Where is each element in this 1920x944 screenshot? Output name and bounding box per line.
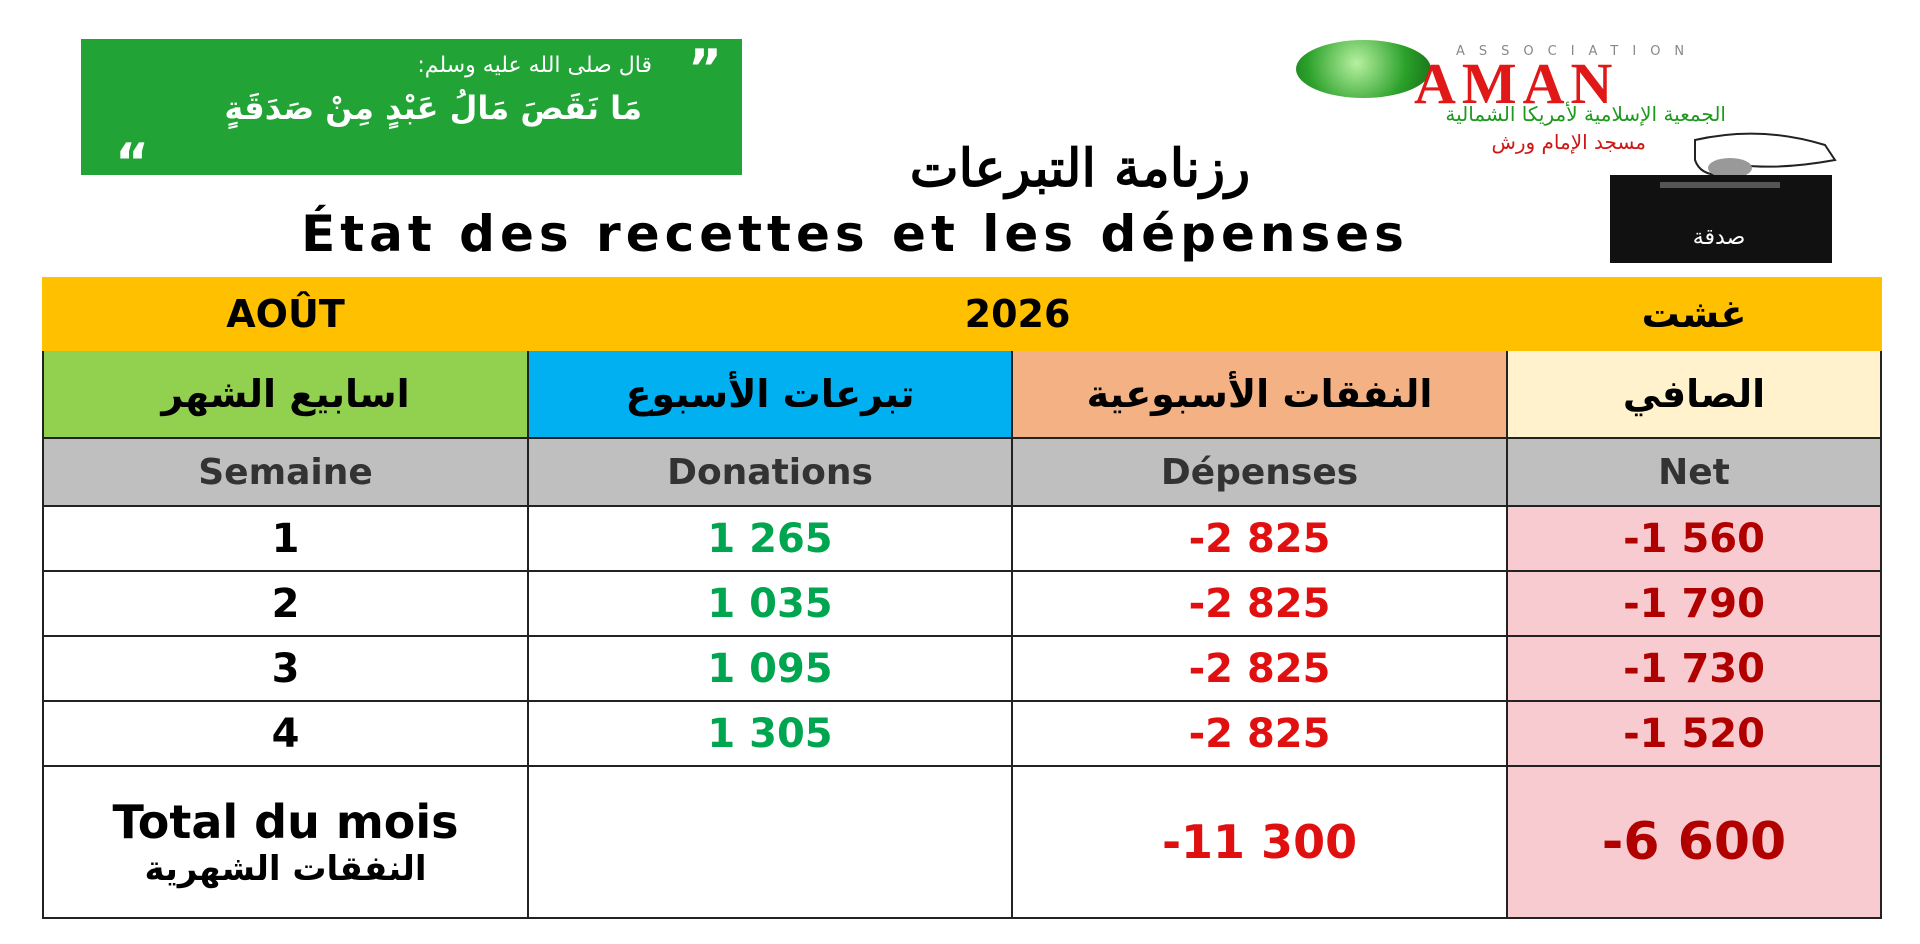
week-cell: 3 bbox=[42, 635, 529, 702]
header-ar: النفقات الأسبوعية bbox=[1010, 349, 1509, 439]
box-label: صدقة bbox=[1692, 225, 1746, 250]
logo-name: AMAN bbox=[1414, 51, 1619, 116]
total-donations bbox=[527, 765, 1013, 919]
header-fr: Donations bbox=[527, 437, 1013, 507]
coin bbox=[1708, 158, 1752, 178]
expenses-cell: -2 825 bbox=[1010, 570, 1509, 637]
net-cell: -1 560 bbox=[1506, 505, 1883, 572]
logo: ASSOCIATION AMAN الجمعية الإسلامية لأمري… bbox=[1296, 36, 1726, 166]
quote-mark: “ bbox=[115, 133, 150, 193]
total-expenses: -11 300 bbox=[1010, 765, 1509, 919]
donations-cell: 1 305 bbox=[527, 700, 1013, 767]
header-ar: الصافي bbox=[1506, 349, 1883, 439]
donation-box: صدقة bbox=[1600, 130, 1842, 265]
table-row: AOÛT 2026 غشت bbox=[42, 277, 1883, 351]
donations-cell: 1 035 bbox=[527, 570, 1013, 637]
logo-globe bbox=[1296, 40, 1431, 98]
header-ar: تبرعات الأسبوع bbox=[527, 349, 1013, 439]
quote-mark: ” bbox=[687, 39, 722, 99]
title-arabic: رزنامة التبرعات bbox=[909, 138, 1251, 199]
header-fr: Semaine bbox=[42, 437, 529, 507]
week-cell: 2 bbox=[42, 570, 529, 637]
net-cell: -1 790 bbox=[1506, 570, 1883, 637]
donations-cell: 1 265 bbox=[527, 505, 1013, 572]
logo-tagline: ASSOCIATION bbox=[1456, 44, 1699, 59]
logo-subtitle: الجمعية الإسلامية لأمريكا الشمالية bbox=[1445, 102, 1726, 126]
total-label-ar: النفقات الشهرية bbox=[144, 849, 427, 889]
table-body: AOÛT 2026 غشت اسابيع الشهر تبرعات الأسبوع الن… bbox=[42, 277, 1883, 919]
quote-intro: قال صلى الله عليه وسلم: bbox=[417, 53, 652, 78]
table-row: Semaine Donations Dépenses Net bbox=[42, 437, 1883, 507]
quote-text: مَا نَقَصَ مَالُ عَبْدٍ مِنْ صَدَقَةٍ bbox=[224, 89, 642, 127]
week-cell: 1 bbox=[42, 505, 529, 572]
net-cell: -1 730 bbox=[1506, 635, 1883, 702]
month-fr: AOÛT bbox=[42, 277, 529, 351]
month-ar: غشت bbox=[1506, 277, 1883, 351]
logo-mosque: مسجد الإمام ورش bbox=[1491, 130, 1646, 154]
year: 2026 bbox=[526, 277, 1509, 351]
total-net: -6 600 bbox=[1506, 765, 1883, 919]
expenses-cell: -2 825 bbox=[1010, 700, 1509, 767]
quote-box: ” قال صلى الله عليه وسلم: مَا نَقَصَ مَا… bbox=[81, 39, 742, 193]
header-fr: Dépenses bbox=[1010, 437, 1509, 507]
title-french: État des recettes et les dépenses bbox=[301, 205, 1409, 263]
expenses-cell: -2 825 bbox=[1010, 505, 1509, 572]
finance-table: AOÛT 2026 غشت اسابيع الشهر تبرعات الأسبوع الن… bbox=[42, 277, 1883, 919]
week-cell: 4 bbox=[42, 700, 529, 767]
donations-cell: 1 095 bbox=[527, 635, 1013, 702]
table-row: اسابيع الشهر تبرعات الأسبوع النفقات الأسبو… bbox=[42, 349, 1883, 439]
total-label-fr: Total du mois bbox=[112, 795, 459, 849]
box-icon bbox=[1610, 132, 1837, 263]
box-body bbox=[1610, 175, 1832, 263]
header-ar: اسابيع الشهر bbox=[42, 349, 529, 439]
net-cell: -1 520 bbox=[1506, 700, 1883, 767]
expenses-cell: -2 825 bbox=[1010, 635, 1509, 702]
header-fr: Net bbox=[1506, 437, 1883, 507]
table-row: Total du mois النفقات الشهرية -11 300 -6 60… bbox=[42, 765, 1883, 919]
box-slot bbox=[1660, 182, 1780, 188]
total-label: Total du mois النفقات الشهرية bbox=[42, 765, 529, 919]
